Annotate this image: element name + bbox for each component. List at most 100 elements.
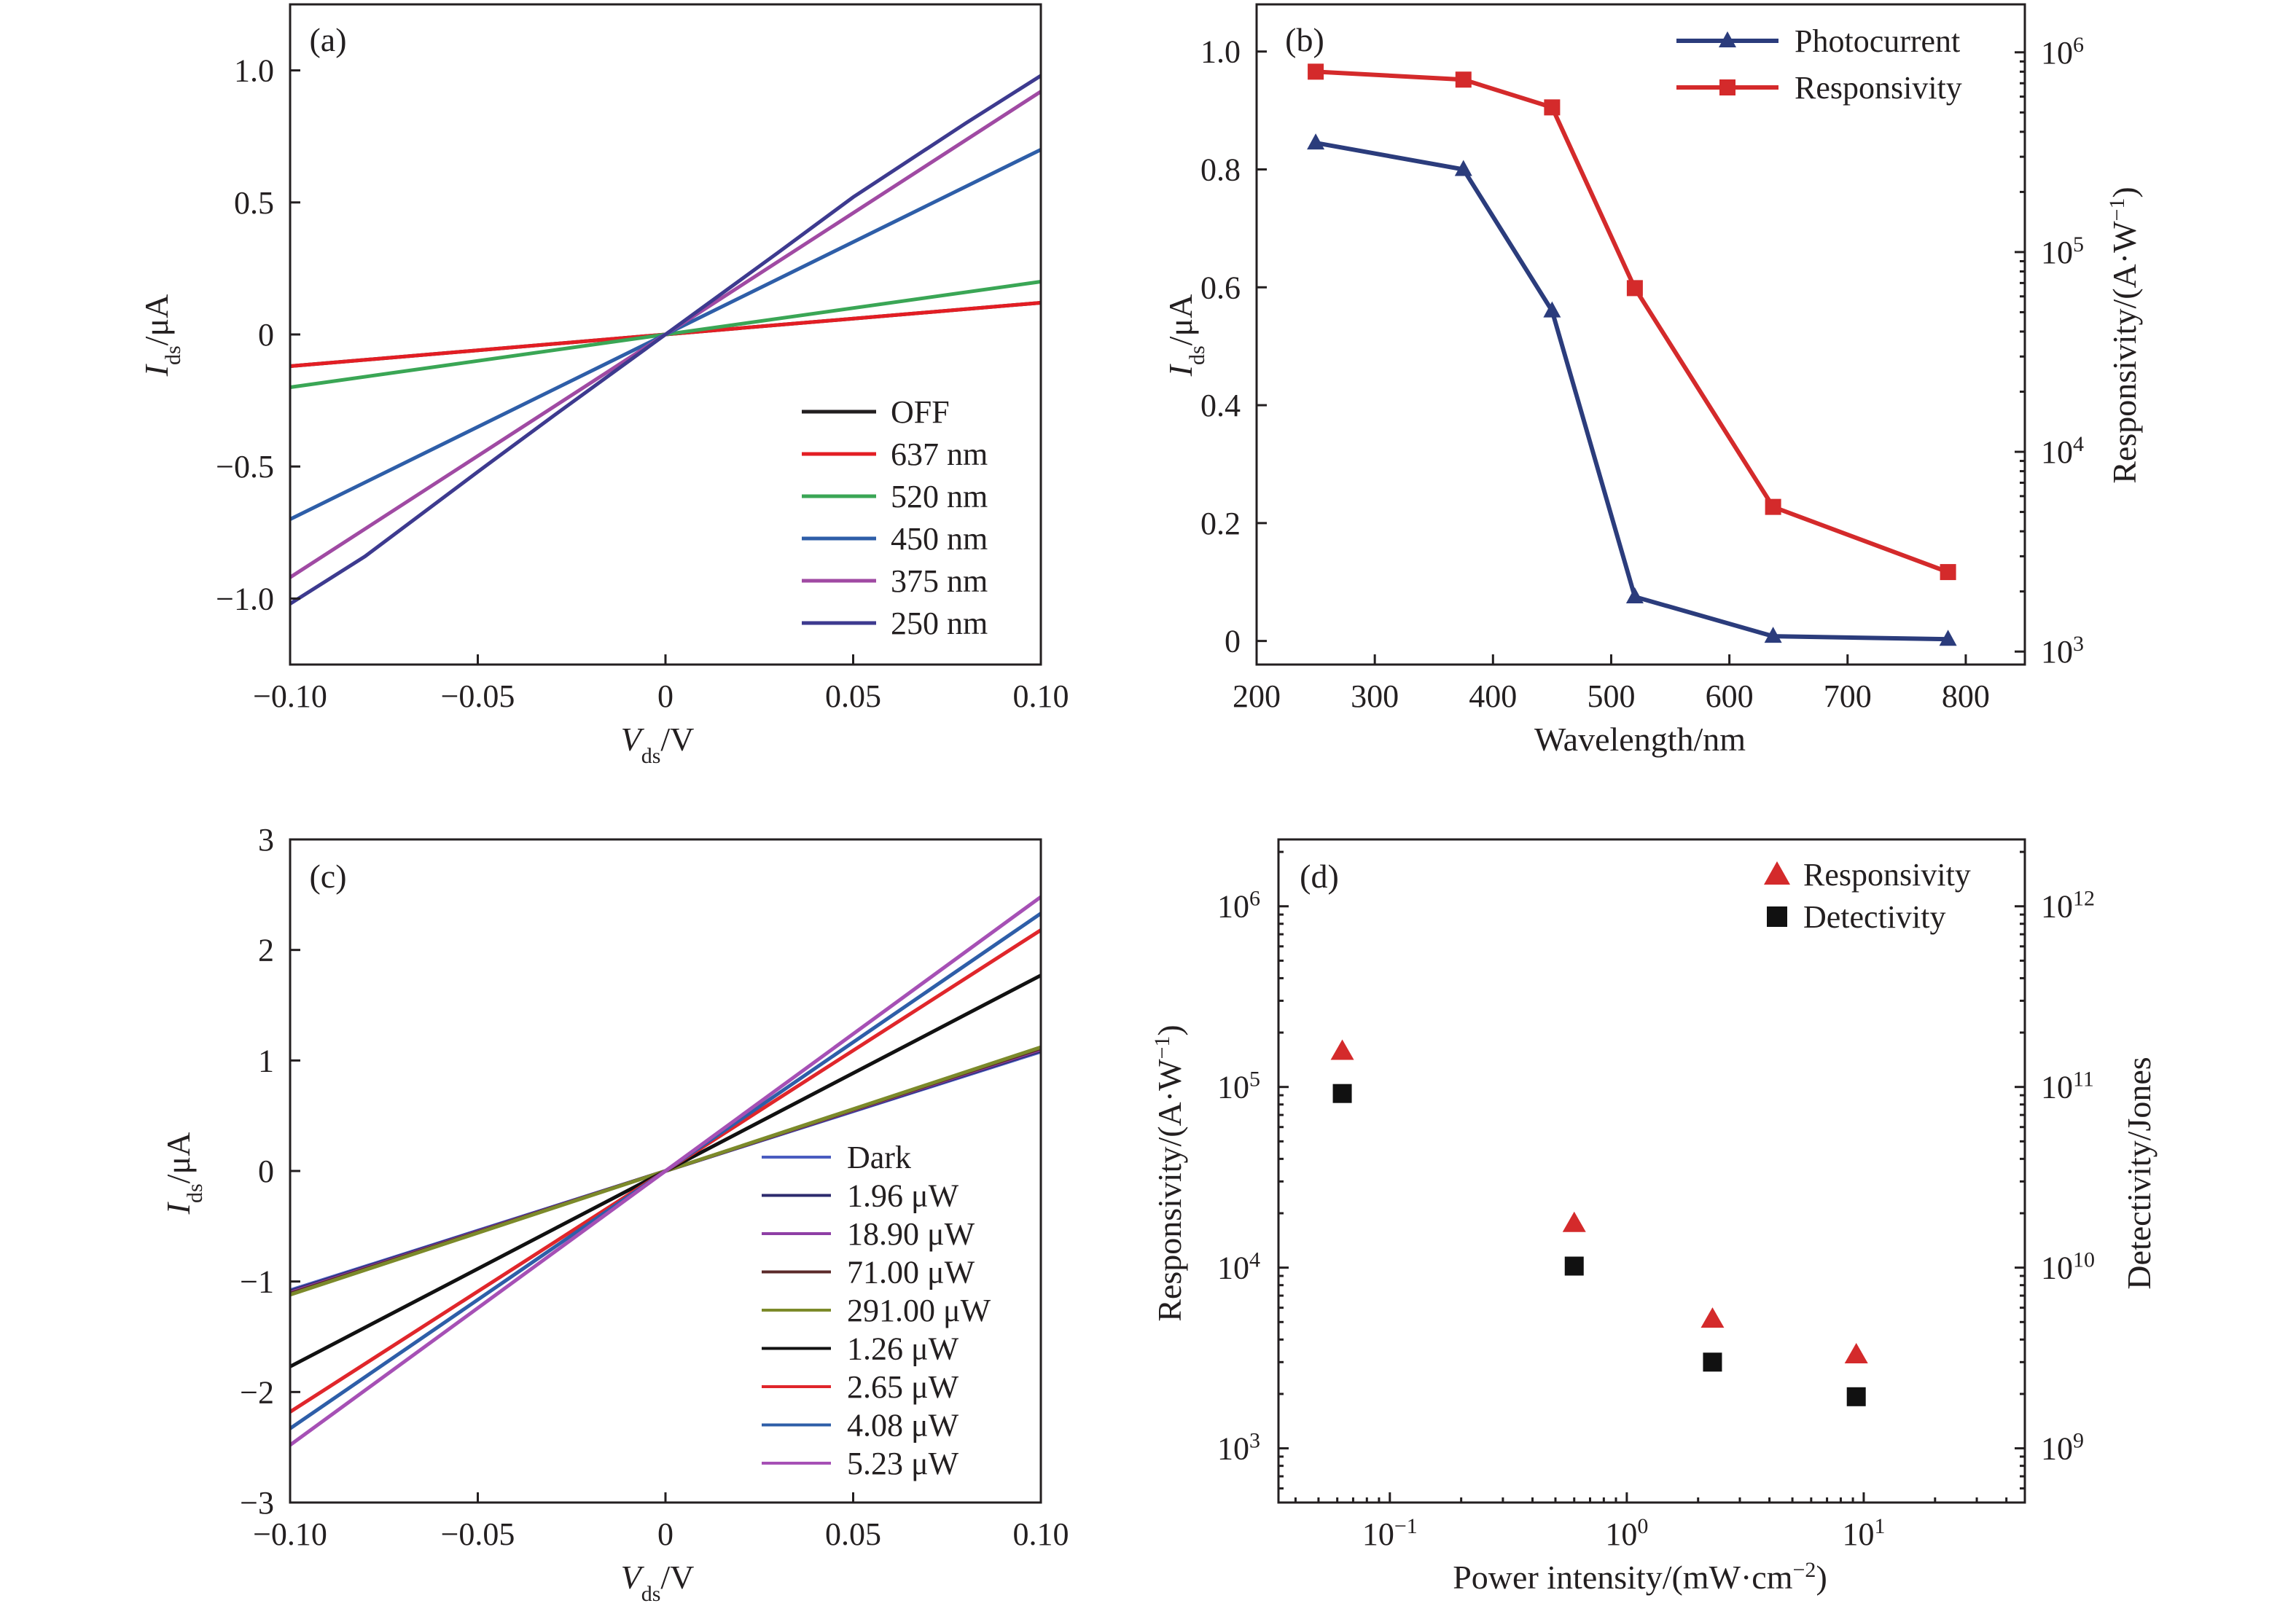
series-line-5 xyxy=(289,74,1042,606)
data-point xyxy=(1625,587,1644,603)
x-tick-label: 0.05 xyxy=(825,1516,881,1552)
data-point xyxy=(1330,1039,1354,1060)
x-tick-label: 0 xyxy=(657,678,673,714)
legend-label: OFF xyxy=(891,394,950,430)
x-tick-label: 100 xyxy=(1605,1514,1648,1553)
y2-tick-label: 106 xyxy=(2041,32,2084,71)
legend-label: 250 nm xyxy=(891,606,988,641)
y-axis-label: Ids/μA xyxy=(160,1132,207,1215)
x-tick-label: 700 xyxy=(1824,678,1872,714)
data-point xyxy=(1562,1211,1586,1232)
y-tick-label: −2 xyxy=(240,1374,274,1410)
panel-a: −0.10 −0.05 0 0.05 0.10 −1.0 −0.5 0 0.5 1.0 (a) Vds… xyxy=(138,3,1069,768)
legend-label: 1.26 μW xyxy=(847,1331,959,1367)
y-tick-label: 0.5 xyxy=(234,185,274,221)
legend-label: 637 nm xyxy=(891,436,988,472)
series-line-8 xyxy=(289,895,1042,1447)
legend-label: Responsivity xyxy=(1803,857,1971,893)
y-tick-label: 0.4 xyxy=(1200,388,1241,423)
data-point xyxy=(1626,280,1643,297)
y-tick-label: 0.2 xyxy=(1200,506,1241,541)
data-point xyxy=(1455,71,1472,88)
legend-label: 18.90 μW xyxy=(847,1216,975,1252)
legend-label: 291.00 μW xyxy=(847,1293,991,1328)
data-point xyxy=(1846,1387,1866,1406)
legend-label: 520 nm xyxy=(891,479,988,514)
x-tick-label: −0.05 xyxy=(441,678,515,714)
x-tick-label: 10−1 xyxy=(1362,1514,1418,1553)
legend-marker xyxy=(1719,79,1735,95)
y-axis-label: Ids/μA xyxy=(138,294,185,377)
series-line-1 xyxy=(1315,69,1949,574)
data-point xyxy=(1544,99,1561,116)
legend-label: 1.96 μW xyxy=(847,1178,959,1214)
y-tick-label: −3 xyxy=(240,1485,274,1521)
data-point xyxy=(1700,1307,1725,1328)
legend-label: Photocurrent xyxy=(1795,23,1960,59)
x-axis-label: Vds/V xyxy=(621,721,695,768)
legend-label: Dark xyxy=(847,1140,911,1175)
y2-axis-label: Responsivity/(A·W−1) xyxy=(2105,187,2144,484)
x-axis-label: Power intensity/(mW·cm−2) xyxy=(1453,1558,1827,1597)
y-axis-label: Responsivity/(A·W−1) xyxy=(1150,1025,1189,1322)
legend-label: 450 nm xyxy=(891,521,988,557)
x-axis-label: Vds/V xyxy=(621,1559,695,1606)
legend-marker xyxy=(1767,906,1787,927)
panel-label: (d) xyxy=(1300,858,1339,895)
x-tick-label: −0.05 xyxy=(441,1516,515,1552)
data-point xyxy=(1454,160,1472,176)
y-tick-label: 0.8 xyxy=(1200,152,1241,188)
data-point xyxy=(1765,498,1781,515)
y-tick-label: 0 xyxy=(1225,624,1241,659)
x-tick-label: 400 xyxy=(1469,678,1517,714)
data-point xyxy=(1564,1256,1584,1276)
data-point xyxy=(1332,1084,1352,1103)
legend-label: 71.00 μW xyxy=(847,1255,975,1290)
legend-label: 2.65 μW xyxy=(847,1369,959,1405)
x-tick-label: 600 xyxy=(1706,678,1754,714)
plot-frame xyxy=(1255,3,2026,666)
x-tick-label: 300 xyxy=(1351,678,1399,714)
y-tick-label: 1.0 xyxy=(1200,34,1241,70)
y-tick-label: −1.0 xyxy=(216,581,274,616)
y2-tick-label: 103 xyxy=(2041,632,2084,670)
y-tick-label: 0 xyxy=(258,317,274,353)
data-point xyxy=(1844,1343,1868,1364)
x-tick-label: 500 xyxy=(1587,678,1635,714)
y-tick-label: 0 xyxy=(258,1153,274,1189)
y2-tick-label: 1010 xyxy=(2041,1247,2095,1286)
y2-tick-label: 109 xyxy=(2041,1428,2084,1467)
panel-label: (a) xyxy=(309,21,346,58)
y2-tick-label: 1012 xyxy=(2041,886,2095,925)
x-tick-label: 200 xyxy=(1233,678,1281,714)
legend-label: 5.23 μW xyxy=(847,1446,959,1481)
series-line-0 xyxy=(1315,141,1948,642)
x-tick-label: 0.10 xyxy=(1013,678,1069,714)
y-tick-label: 3 xyxy=(258,822,274,858)
data-point xyxy=(1543,301,1561,318)
y-tick-label: 105 xyxy=(1217,1067,1260,1105)
panel-label: (c) xyxy=(309,858,346,895)
y-tick-label: −0.5 xyxy=(216,449,274,485)
y2-tick-label: 1011 xyxy=(2041,1067,2094,1105)
y2-tick-label: 105 xyxy=(2041,232,2084,270)
y-tick-label: −1 xyxy=(240,1264,274,1300)
x-tick-label: 101 xyxy=(1842,1514,1885,1553)
y-tick-label: 106 xyxy=(1217,886,1260,925)
x-tick-label: 0 xyxy=(657,1516,673,1552)
data-point xyxy=(1703,1352,1722,1372)
legend-label: Detectivity xyxy=(1803,899,1946,935)
plot-frame xyxy=(1277,838,2026,1504)
legend-marker xyxy=(1764,861,1790,885)
legend-label: Responsivity xyxy=(1795,70,1962,106)
y-tick-label: 103 xyxy=(1217,1428,1260,1467)
data-point xyxy=(1940,564,1956,581)
y-tick-label: 1.0 xyxy=(234,53,274,89)
panel-c: −0.10 −0.05 0 0.05 0.10 −3 −2 −1 0 1 2 3 (c) Vds/V Ids… xyxy=(160,822,1069,1606)
legend-label: 375 nm xyxy=(891,563,988,599)
x-tick-label: −0.10 xyxy=(253,678,327,714)
panel-label: (b) xyxy=(1285,21,1324,58)
x-tick-label: 0.10 xyxy=(1013,1516,1069,1552)
data-point xyxy=(1308,63,1324,80)
legend-label: 4.08 μW xyxy=(847,1408,959,1444)
